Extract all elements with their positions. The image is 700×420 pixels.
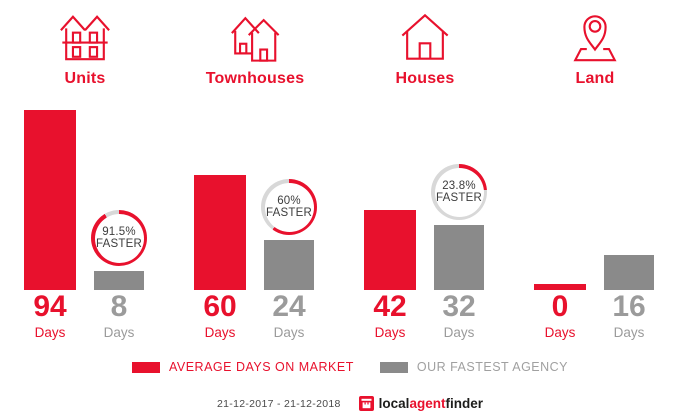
legend-label-our-fastest-agency: OUR FASTEST AGENCY [416, 360, 569, 374]
legend: AVERAGE DAYS ON MARKET OUR FASTEST AGENC… [0, 360, 700, 374]
value-average-days-units: 94 Days [33, 290, 67, 340]
value-labels-land: 0 Days 16 Days [510, 290, 680, 348]
category-label-houses: Houses [395, 70, 455, 87]
bar-fastest-agency-townhouses [264, 240, 314, 290]
house-icon [340, 0, 510, 66]
legend-label-average-days-on-market: AVERAGE DAYS ON MARKET [168, 360, 354, 374]
value-labels-townhouses: 60 Days 24 Days [170, 290, 340, 348]
localagentfinder-logo-icon [358, 396, 374, 411]
legend-swatch-red [131, 361, 160, 373]
logo-text-finder: finder [445, 396, 483, 411]
value-fastest-agency-townhouses: 24 Days [272, 290, 306, 340]
localagentfinder-logo-text: localagentfinder [379, 396, 483, 411]
value-average-days-townhouses: 60 Days [203, 290, 237, 340]
value-labels-houses: 42 Days 32 Days [340, 290, 510, 348]
bar-average-days-land [534, 284, 586, 290]
units-icon [0, 0, 170, 66]
date-range: 21-12-2017 - 21-12-2018 [217, 397, 341, 410]
value-labels-units: 94 Days 8 Days [0, 290, 170, 348]
logo-text-local: local [378, 396, 410, 411]
faster-badge-text-units: 91.5% FASTER [94, 213, 144, 263]
bar-fastest-agency-units [94, 271, 144, 290]
value-fastest-agency-houses: 32 Days [442, 290, 476, 340]
bar-average-days-townhouses [194, 175, 246, 290]
faster-badge-units: 91.5% FASTER [91, 210, 147, 266]
plot-area-units: 91.5% FASTER [0, 92, 170, 290]
bar-fastest-agency-land [604, 255, 654, 290]
chart-group-houses: Houses 23.8% FASTER 42 Days 32 Days [340, 0, 510, 348]
legend-item-our-fastest-agency: OUR FASTEST AGENCY [379, 360, 569, 374]
chart-group-land: Land 0 Days 16 Days [510, 0, 680, 348]
plot-area-houses: 23.8% FASTER [340, 92, 510, 290]
chart-group-units: Units 91.5% FASTER 94 Days 8 Days [0, 0, 170, 348]
land-icon [510, 0, 680, 66]
localagentfinder-logo: localagentfinder [358, 396, 483, 411]
bar-average-days-units [24, 110, 76, 290]
townhouses-icon [170, 0, 340, 66]
value-average-days-houses: 42 Days [373, 290, 407, 340]
bar-fastest-agency-houses [434, 225, 484, 290]
logo-text-agent: agent [409, 396, 446, 411]
chart-group-townhouses: Townhouses 60% FASTER 60 Days 24 Days [170, 0, 340, 348]
value-average-days-land: 0 Days [544, 290, 576, 340]
value-fastest-agency-units: 8 Days [103, 290, 135, 340]
legend-item-average-days-on-market: AVERAGE DAYS ON MARKET [131, 360, 354, 374]
faster-badge-townhouses: 60% FASTER [261, 179, 317, 235]
legend-swatch-gray [379, 361, 408, 373]
category-label-townhouses: Townhouses [205, 70, 305, 87]
plot-area-land [510, 92, 680, 290]
chart-groups: Units 91.5% FASTER 94 Days 8 Days Townhouses 60%… [0, 0, 680, 348]
faster-badge-text-houses: 23.8% FASTER [434, 167, 484, 217]
plot-area-townhouses: 60% FASTER [170, 92, 340, 290]
category-label-units: Units [64, 70, 106, 87]
faster-badge-houses: 23.8% FASTER [431, 164, 487, 220]
category-label-land: Land [575, 70, 615, 87]
footer: 21-12-2017 - 21-12-2018 localagentfinder [0, 396, 700, 411]
value-fastest-agency-land: 16 Days [612, 290, 646, 340]
faster-badge-text-townhouses: 60% FASTER [264, 182, 314, 232]
bar-average-days-houses [364, 210, 416, 290]
